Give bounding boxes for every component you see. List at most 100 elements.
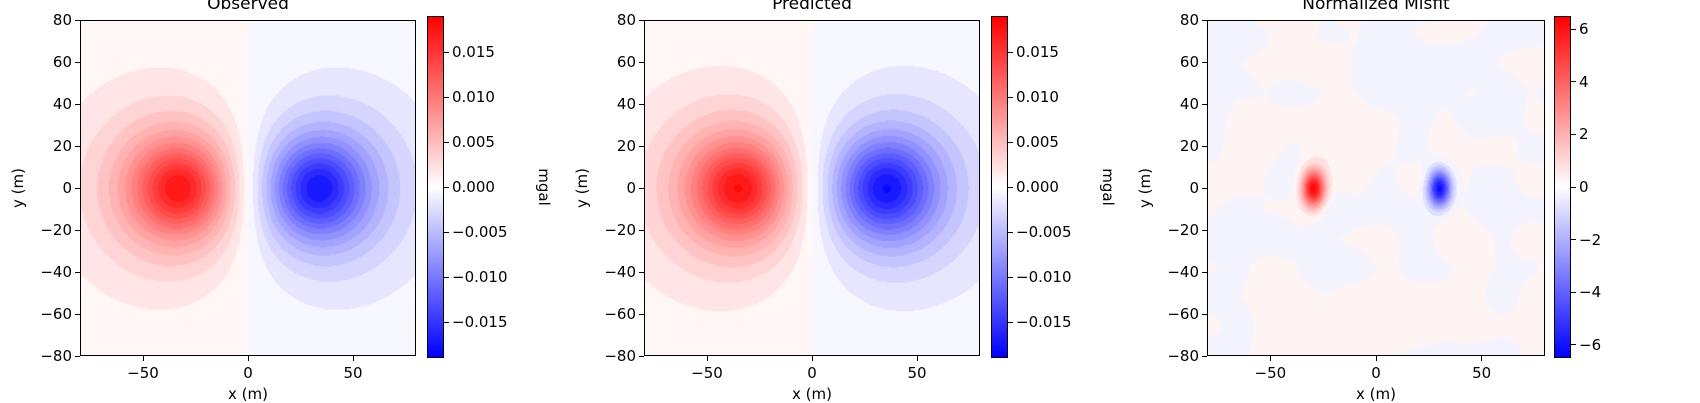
- colorbar-tick-label: 6: [1579, 20, 1589, 39]
- y-tick-label: 20: [1179, 137, 1199, 155]
- y-tick-label: −20: [1167, 221, 1199, 239]
- y-tick-mark: [639, 229, 644, 231]
- y-tick-label: −40: [604, 263, 636, 281]
- y-tick-mark: [75, 355, 80, 357]
- colorbar-tick-label: 0: [1579, 178, 1589, 196]
- x-tick-mark: [142, 356, 144, 361]
- y-tick-label: 40: [1179, 95, 1199, 113]
- y-tick-label: 20: [616, 137, 636, 155]
- x-tick-label: 50: [1472, 364, 1492, 382]
- x-tick-mark: [1375, 356, 1377, 361]
- colorbar-tick-label: 0.010: [452, 88, 495, 106]
- y-tick-mark: [639, 271, 644, 273]
- x-tick-label: 0: [807, 364, 817, 382]
- y-tick-mark: [639, 145, 644, 147]
- y-tick-mark: [75, 103, 80, 105]
- y-tick-label: 60: [1179, 53, 1199, 71]
- y-tick-label: −60: [604, 305, 636, 323]
- y-tick-mark: [1202, 19, 1207, 21]
- y-tick-mark: [75, 313, 80, 315]
- chart-title: Observed: [207, 0, 289, 14]
- colorbar: [991, 16, 1008, 358]
- colorbar-tick-label: 2: [1579, 125, 1589, 144]
- colorbar-tick-mark: [1571, 186, 1576, 188]
- x-tick-mark: [1269, 356, 1271, 361]
- y-tick-label: 40: [52, 95, 72, 113]
- colorbar-tick-label: 0.005: [1016, 133, 1059, 151]
- colorbar-tick-mark: [444, 231, 449, 233]
- colorbar-tick-label: 0.015: [1016, 43, 1059, 61]
- y-tick-mark: [1202, 187, 1207, 189]
- y-axis-label: y (m): [1136, 168, 1154, 208]
- colorbar-tick-mark: [1571, 28, 1576, 30]
- colorbar-tick-label: −0.015: [1016, 313, 1072, 331]
- y-tick-label: 80: [616, 11, 636, 29]
- y-tick-label: 80: [52, 11, 72, 29]
- y-tick-mark: [639, 355, 644, 357]
- y-tick-mark: [1202, 355, 1207, 357]
- y-tick-mark: [75, 229, 80, 231]
- colorbar-tick-label: −0.005: [452, 223, 508, 241]
- colorbar-tick-mark: [444, 51, 449, 53]
- y-tick-label: −60: [1167, 305, 1199, 323]
- y-tick-label: 0: [626, 179, 636, 197]
- y-tick-label: −80: [604, 347, 636, 365]
- y-tick-label: 40: [616, 95, 636, 113]
- colorbar-tick-label: −0.005: [1016, 223, 1072, 241]
- colorbar-tick-label: −0.010: [452, 268, 508, 286]
- y-tick-label: −20: [604, 221, 636, 239]
- colorbar: [1554, 16, 1571, 358]
- chart-title: Predicted: [772, 0, 852, 14]
- colorbar-tick-label: 0.005: [452, 133, 495, 151]
- x-tick-mark: [247, 356, 249, 361]
- colorbar-tick-label: 0.010: [1016, 88, 1059, 106]
- colorbar-tick-mark: [1008, 51, 1013, 53]
- y-tick-label: 0: [62, 179, 72, 197]
- colorbar-tick-label: 0.015: [452, 43, 495, 61]
- y-tick-mark: [75, 187, 80, 189]
- y-tick-mark: [1202, 145, 1207, 147]
- y-tick-label: −60: [40, 305, 72, 323]
- y-tick-mark: [639, 313, 644, 315]
- x-tick-label: −50: [691, 364, 723, 382]
- y-tick-label: −20: [40, 221, 72, 239]
- heatmap-field: [1208, 21, 1544, 355]
- y-tick-label: 80: [1179, 11, 1199, 29]
- chart-title: Normalized Misfit: [1302, 0, 1450, 14]
- plot-area: [644, 20, 980, 356]
- colorbar-tick-mark: [1008, 321, 1013, 323]
- colorbar-tick-mark: [1008, 231, 1013, 233]
- colorbar-tick-mark: [1008, 276, 1013, 278]
- colorbar-tick-mark: [1571, 81, 1576, 83]
- y-tick-label: −40: [40, 263, 72, 281]
- x-tick-label: −50: [127, 364, 159, 382]
- colorbar-tick-mark: [1571, 344, 1576, 346]
- y-tick-label: 20: [52, 137, 72, 155]
- x-tick-mark: [352, 356, 354, 361]
- colorbar-tick-label: 4: [1579, 72, 1589, 91]
- y-tick-mark: [75, 19, 80, 21]
- y-tick-mark: [1202, 61, 1207, 63]
- y-tick-mark: [639, 61, 644, 63]
- colorbar-tick-mark: [1571, 291, 1576, 293]
- y-tick-mark: [639, 19, 644, 21]
- y-tick-mark: [1202, 229, 1207, 231]
- y-tick-label: 60: [616, 53, 636, 71]
- y-tick-label: −80: [40, 347, 72, 365]
- colorbar: [427, 16, 444, 358]
- colorbar-tick-label: 0.000: [1016, 178, 1059, 196]
- colorbar-tick-label: −0.010: [1016, 268, 1072, 286]
- colorbar-tick-label: −6: [1579, 335, 1602, 354]
- colorbar-tick-mark: [444, 96, 449, 98]
- x-tick-label: 0: [243, 364, 253, 382]
- y-tick-mark: [1202, 271, 1207, 273]
- plot-area: [80, 20, 416, 356]
- y-tick-mark: [75, 145, 80, 147]
- colorbar-tick-mark: [444, 186, 449, 188]
- x-tick-mark: [916, 356, 918, 361]
- x-tick-label: −50: [1254, 364, 1287, 382]
- colorbar-tick-label: −4: [1579, 283, 1602, 302]
- x-axis-label: x (m): [1356, 385, 1396, 403]
